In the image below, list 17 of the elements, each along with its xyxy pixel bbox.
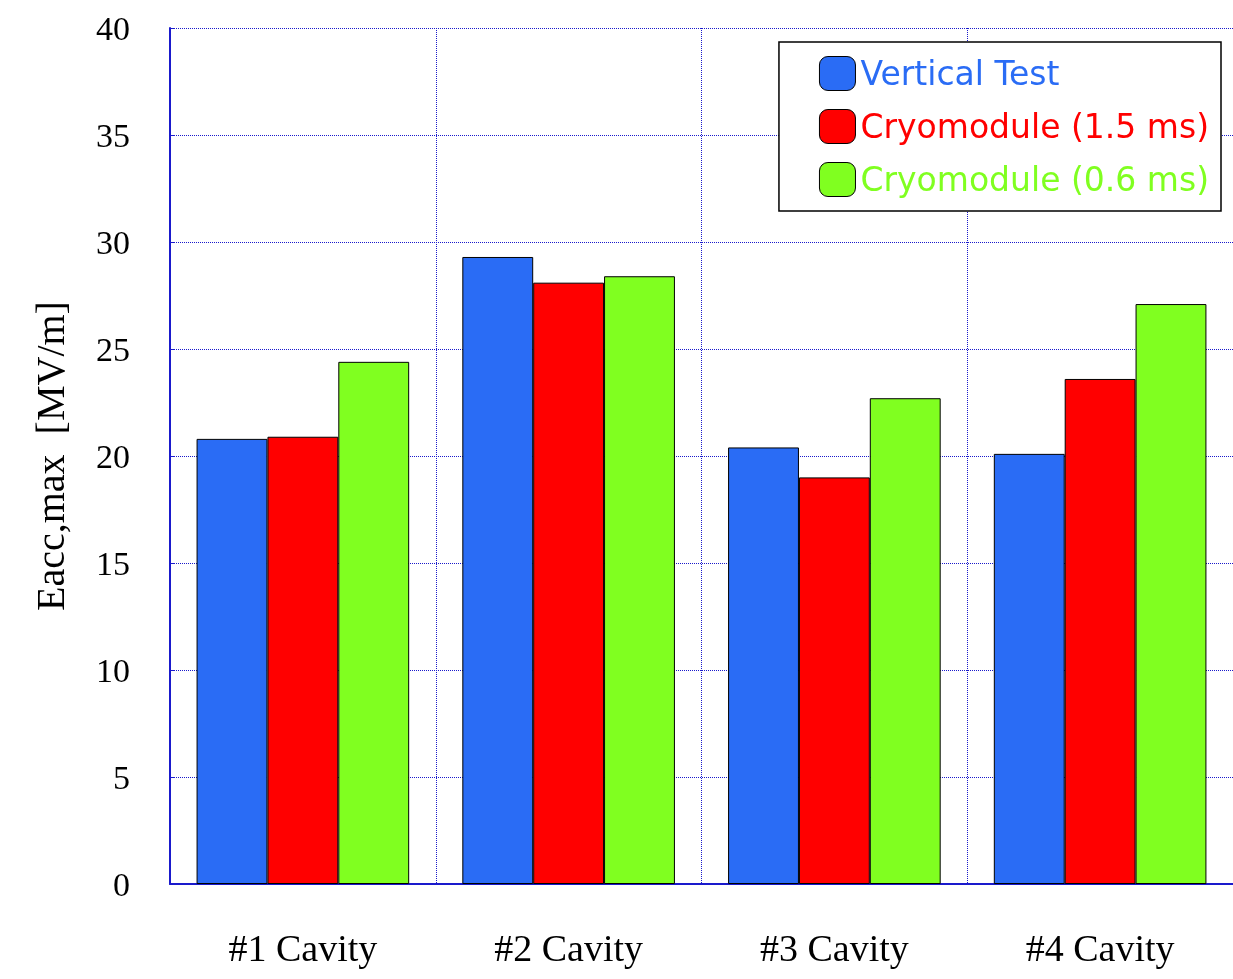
y-tick-label: 40 xyxy=(96,9,130,47)
y-tick-label: 5 xyxy=(113,758,130,796)
y-tick-label: 20 xyxy=(96,437,130,475)
legend-label: Cryomodule (1.5 ms) xyxy=(860,107,1209,146)
y-tick-label: 0 xyxy=(113,865,130,903)
x-tick-label: #4 Cavity xyxy=(1025,927,1175,969)
legend-label: Cryomodule (0.6 ms) xyxy=(860,160,1209,199)
y-tick-label: 30 xyxy=(96,223,130,261)
y-tick-label: 35 xyxy=(96,116,130,154)
y-axis-title: Eacc,max [MV/m] xyxy=(27,301,73,611)
x-tick-label: #1 Cavity xyxy=(228,927,378,969)
x-tick-label: #3 Cavity xyxy=(759,927,909,969)
x-tick-label: #2 Cavity xyxy=(494,927,644,969)
y-tick-label: 10 xyxy=(96,651,130,689)
y-tick-label: 25 xyxy=(96,330,130,368)
y-tick-label: 15 xyxy=(96,544,130,582)
legend-label: Vertical Test xyxy=(860,54,1060,93)
